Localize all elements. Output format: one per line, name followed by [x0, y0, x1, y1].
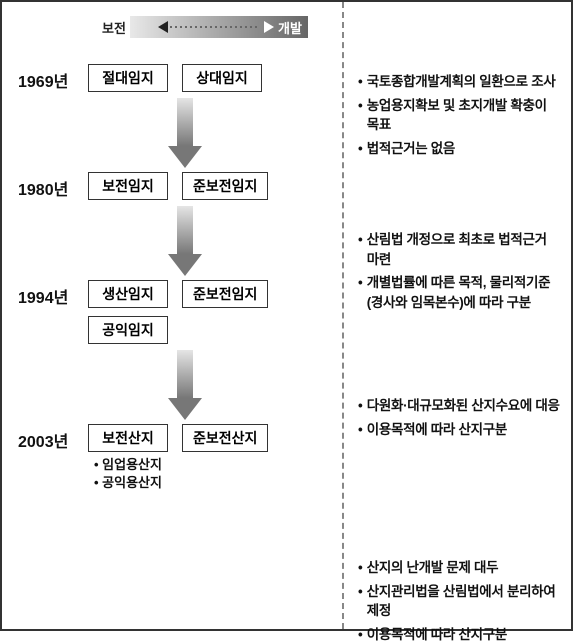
stage-1980: 1980년 보전임지 준보전임지	[18, 172, 338, 200]
bullet-dot-icon: •	[358, 420, 363, 440]
note-text: 산지관리법을 산림법에서 분리하여 제정	[367, 582, 561, 621]
down-arrow-icon	[168, 350, 202, 420]
bullet-dot-icon: •	[358, 96, 363, 135]
note-text: 법적근거는 없음	[367, 139, 561, 159]
spectrum-legend: 보전 개발	[102, 16, 308, 38]
note-text: 산지의 난개발 문제 대두	[367, 558, 561, 578]
note-text: 이용목적에 따라 산지구분	[367, 420, 561, 440]
bullet-dot-icon: •	[358, 625, 363, 644]
note-text: 국토종합개발계획의 일환으로 조사	[367, 72, 561, 92]
category-box: 공익임지	[88, 316, 168, 344]
year-label: 1969년	[18, 64, 88, 92]
category-box: 생산임지	[88, 280, 168, 308]
bullet-dot-icon: •	[358, 273, 363, 312]
right-notes-1980: •산림법 개정으로 최초로 법적근거 마련 •개별법률에 따른 목적, 물리적기…	[358, 230, 561, 378]
note-text: 산림법 개정으로 최초로 법적근거 마련	[367, 230, 561, 269]
right-notes-2003: •산지의 난개발 문제 대두 •산지관리법을 산림법에서 분리하여 제정 •이용…	[358, 558, 561, 644]
category-box: 보전임지	[88, 172, 168, 200]
note-text: 농업용지확보 및 초지개발 확충이 목표	[367, 96, 561, 135]
right-notes-1969: •국토종합개발계획의 일환으로 조사 •농업용지확보 및 초지개발 확충이 목표…	[358, 72, 561, 212]
spectrum-left-label: 보전	[102, 18, 126, 37]
bullet-dot-icon: •	[358, 230, 363, 269]
category-box: 보전산지	[88, 424, 168, 452]
note-text: 다원화·대규모화된 산지수요에 대응	[367, 396, 561, 416]
note-text: 이용목적에 따라 산지구분	[367, 625, 561, 644]
sub-bullet: • 임업용산지	[94, 456, 268, 474]
category-box: 준보전산지	[182, 424, 268, 452]
stage-2003: 2003년 보전산지 준보전산지 • 임업용산지 • 공익용산지	[18, 424, 338, 492]
year-label: 1994년	[18, 280, 88, 308]
bullet-dot-icon: •	[358, 396, 363, 416]
category-box: 준보전임지	[182, 280, 268, 308]
arrow-right-icon	[264, 21, 274, 33]
spectrum-right-label: 개발	[278, 18, 302, 37]
bullet-dot-icon: •	[358, 139, 363, 159]
category-box: 절대임지	[88, 64, 168, 92]
bullet-dot-icon: •	[358, 582, 363, 621]
bullet-dot-icon: •	[358, 558, 363, 578]
note-text: 개별법률에 따른 목적, 물리적기준(경사와 임목본수)에 따라 구분	[367, 273, 561, 312]
arrow-left-icon	[158, 21, 168, 33]
down-arrow-icon	[168, 98, 202, 168]
year-label: 2003년	[18, 424, 88, 452]
spectrum-bar: 개발	[130, 16, 308, 38]
category-box: 상대임지	[182, 64, 262, 92]
year-label: 1980년	[18, 172, 88, 200]
spectrum-dots	[170, 26, 260, 28]
stage-1969: 1969년 절대임지 상대임지	[18, 64, 338, 92]
sub-bullet: • 공익용산지	[94, 474, 268, 492]
right-notes-1994: •다원화·대규모화된 산지수요에 대응 •이용목적에 따라 산지구분	[358, 396, 561, 540]
down-arrow-icon	[168, 206, 202, 276]
sub-bullet-list: • 임업용산지 • 공익용산지	[94, 456, 268, 492]
stage-1994: 1994년 생산임지 준보전임지 공익임지	[18, 280, 338, 344]
bullet-dot-icon: •	[358, 72, 363, 92]
category-box: 준보전임지	[182, 172, 268, 200]
